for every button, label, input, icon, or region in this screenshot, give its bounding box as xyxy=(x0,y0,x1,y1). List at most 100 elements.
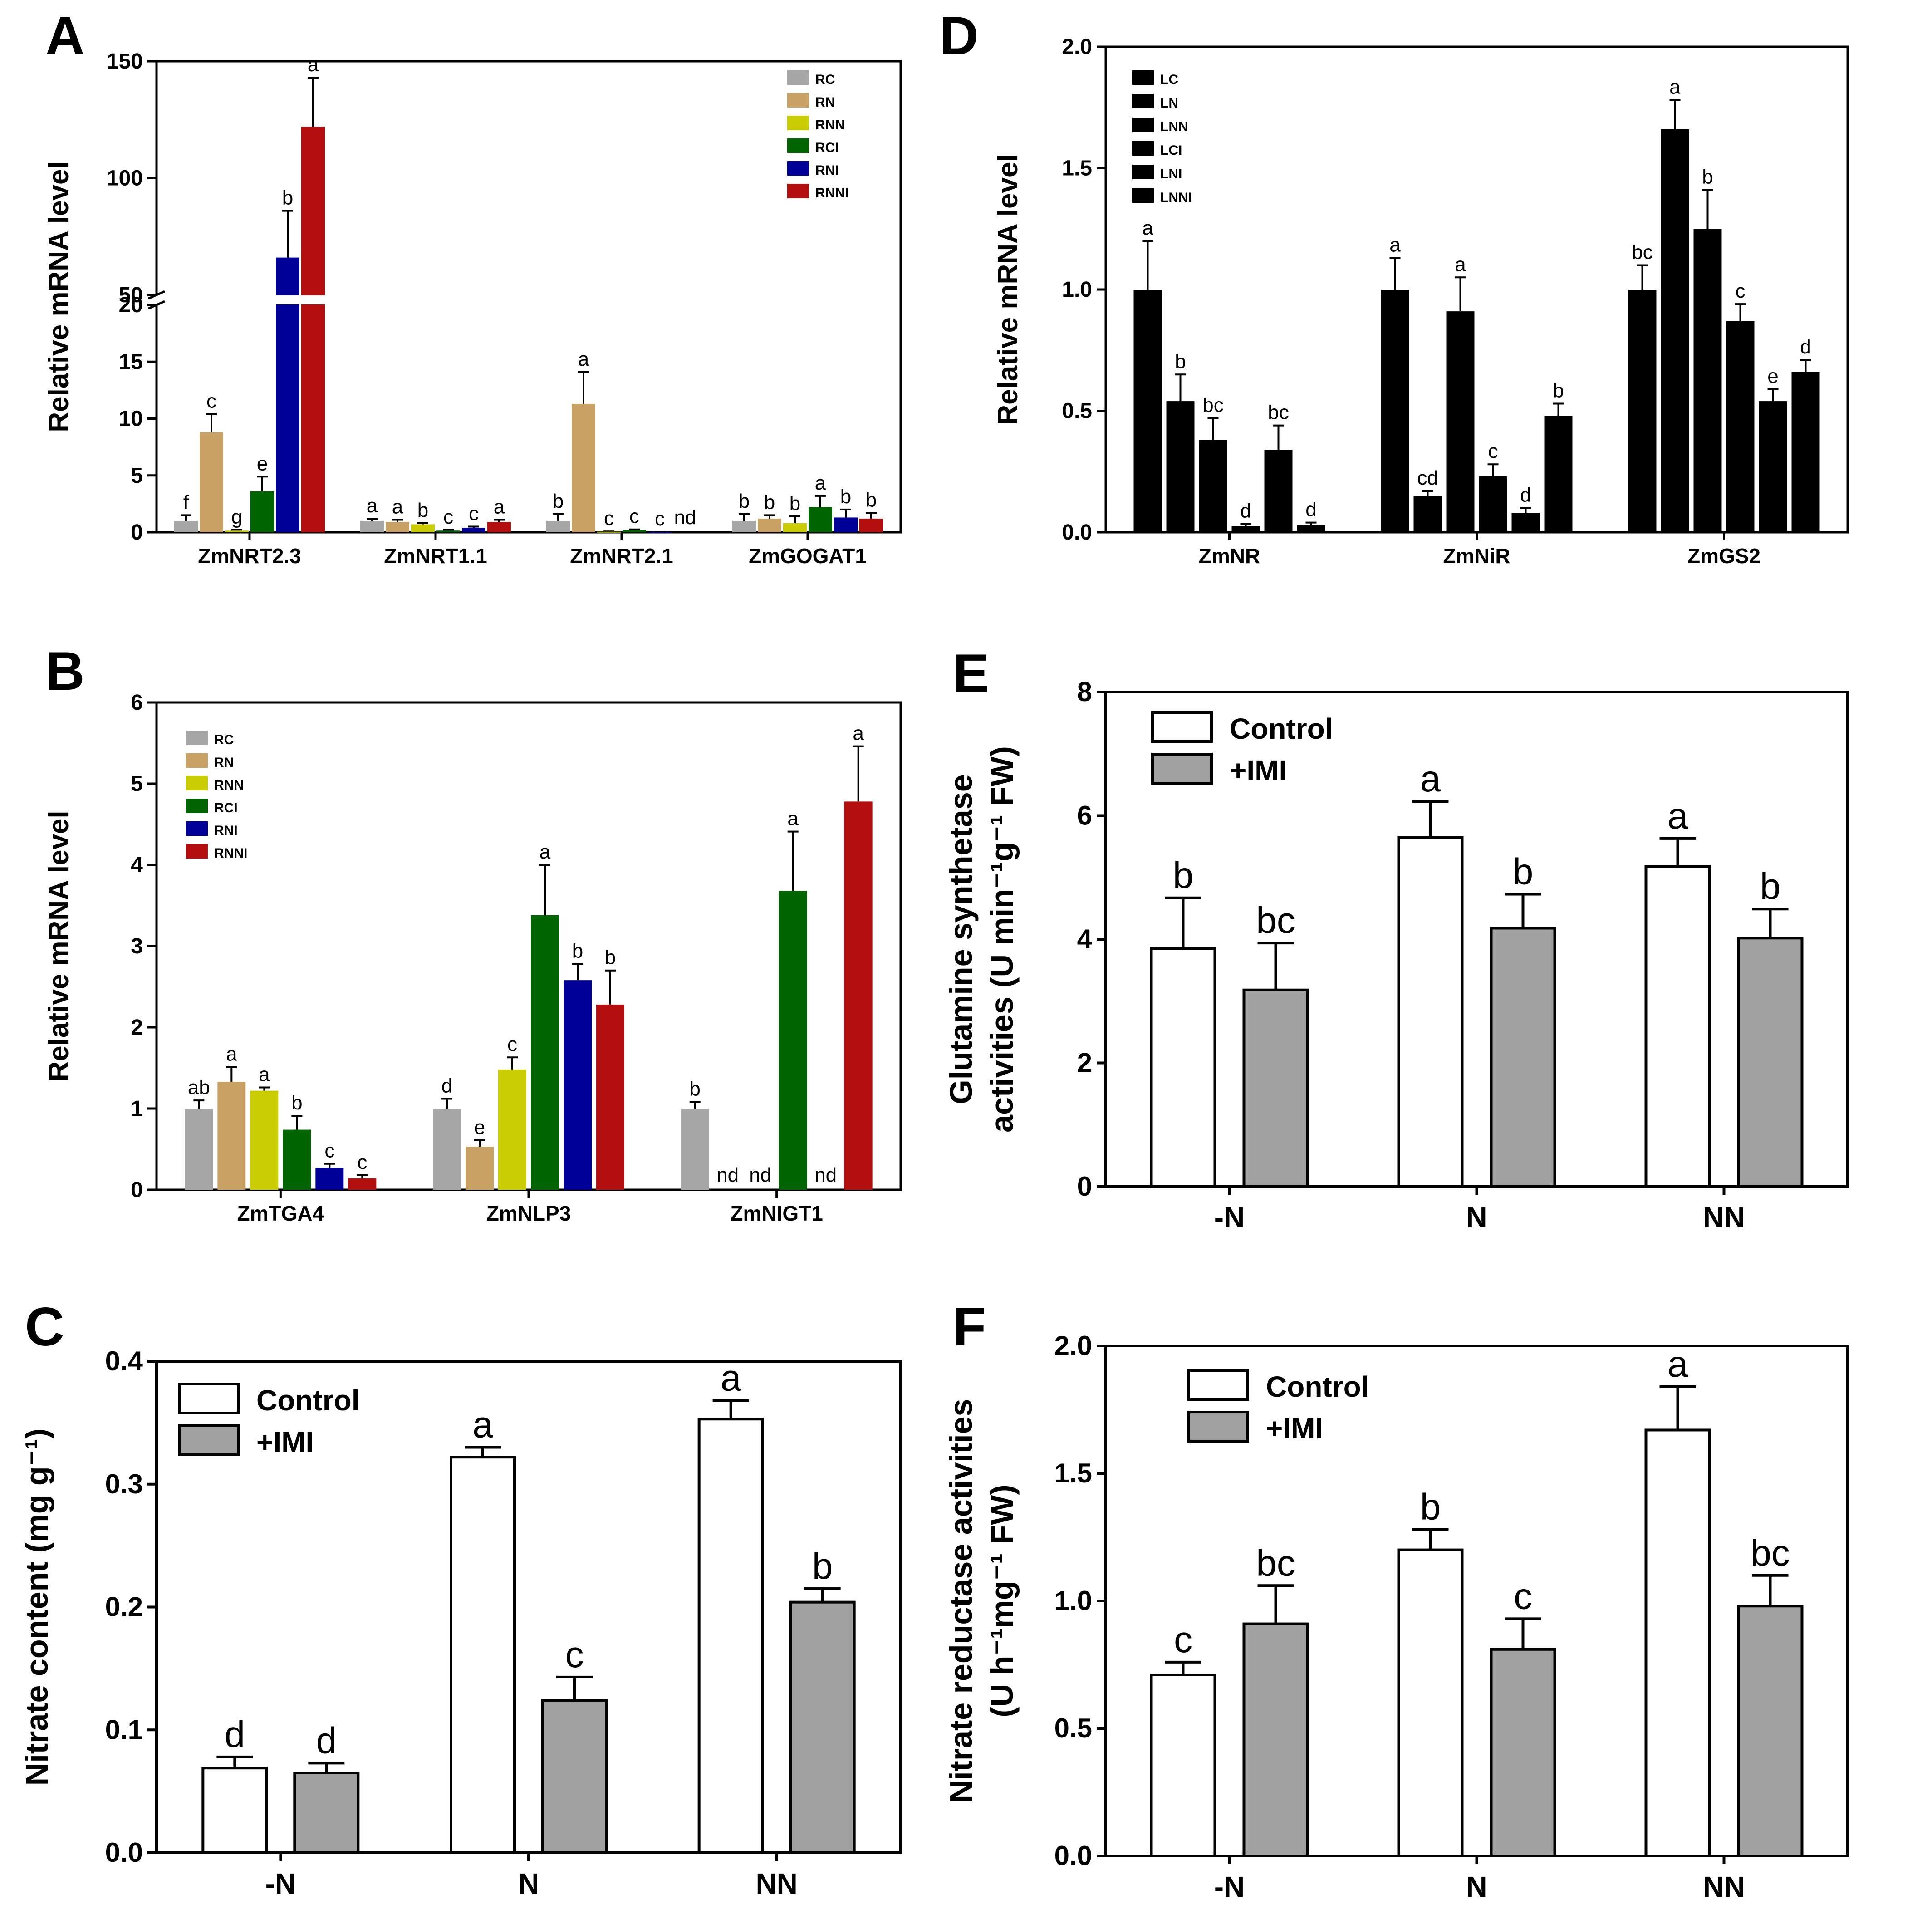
significance-letter: d xyxy=(1520,484,1531,506)
y-tick-label: 0.0 xyxy=(1062,520,1092,545)
y-tick-label: 2 xyxy=(131,1016,143,1040)
legend-label-RNI: RNI xyxy=(815,163,839,178)
bar-RC-ZmNRT1.1 xyxy=(360,520,384,532)
legend-label-LNI: LNI xyxy=(1160,167,1182,182)
bar-RCI-ZmNRT2.1 xyxy=(623,530,646,532)
legend-swatch-Control xyxy=(1151,711,1213,743)
bar-LNI-ZmNiR xyxy=(1511,513,1540,532)
significance-letter: b xyxy=(1173,855,1194,896)
bar-RCI-ZmNLP3 xyxy=(531,915,559,1190)
y-axis-label-line2: (U h⁻¹mg⁻¹ FW) xyxy=(984,1484,1020,1717)
bar-LN-ZmGS2 xyxy=(1661,129,1689,532)
y-tick-label: 0.1 xyxy=(105,1714,143,1745)
bar-+IMI-NN xyxy=(1737,937,1804,1188)
bar-RCI-ZmTGA4 xyxy=(283,1129,311,1190)
y-tick-label: 1.0 xyxy=(1062,278,1092,302)
y-tick-label: 2.0 xyxy=(1062,35,1092,59)
bar-RN-ZmGOGAT1 xyxy=(758,518,781,532)
bar-RN-ZmNRT2.3 xyxy=(200,432,223,532)
significance-letter: bc xyxy=(1202,394,1223,417)
y-tick-label: 0.5 xyxy=(1054,1713,1092,1743)
significance-letter: a xyxy=(494,496,505,518)
significance-letter: b xyxy=(1760,866,1781,907)
bar-LNNI-ZmNiR xyxy=(1544,416,1573,532)
not-detected-label: nd xyxy=(749,1164,771,1186)
x-category-label: ZmNRT2.1 xyxy=(570,544,673,568)
x-category-label: ZmNRT2.3 xyxy=(198,544,301,568)
significance-letter: b xyxy=(1420,1487,1441,1528)
legend-swatch-RCI xyxy=(787,138,809,153)
legend-swatch-+IMI xyxy=(178,1424,240,1456)
bar-RCI-ZmGOGAT1 xyxy=(809,507,832,532)
bar-Control-N xyxy=(1397,836,1464,1188)
bar-LN-ZmNR xyxy=(1166,401,1195,532)
y-axis-label: Nitrate content (mg g⁻¹) xyxy=(19,1428,54,1786)
y-tick-label: 0.3 xyxy=(105,1469,143,1499)
significance-letter: a xyxy=(1142,217,1153,239)
legend-swatch-Control xyxy=(178,1383,240,1414)
significance-letter: b xyxy=(689,1078,700,1100)
legend-label-LNN: LNN xyxy=(1160,119,1188,134)
bar-RN-ZmNRT2.1 xyxy=(572,403,595,532)
significance-letter: c xyxy=(507,1033,517,1055)
y-tick-label: 1.5 xyxy=(1054,1458,1092,1488)
legend-label-RNN: RNN xyxy=(214,778,244,793)
bar-LNNI-ZmGS2 xyxy=(1791,372,1820,532)
bar-LC-ZmGS2 xyxy=(1628,290,1657,532)
y-tick-label: 0.2 xyxy=(105,1592,143,1622)
legend-label-+IMI: +IMI xyxy=(256,1426,314,1458)
legend-swatch-LNNI xyxy=(1132,188,1154,203)
bar-LNNI-ZmNR xyxy=(1297,525,1325,532)
bar-RNNI-ZmNIGT1 xyxy=(844,801,873,1190)
y-tick-label: 20 xyxy=(119,293,143,317)
significance-letter: d xyxy=(1240,500,1251,522)
significance-letter: c xyxy=(443,506,453,528)
legend-swatch-LCI xyxy=(1132,141,1154,156)
x-category-label: -N xyxy=(265,1867,296,1900)
bar-+IMI-N xyxy=(541,1699,608,1855)
bar-Control-N xyxy=(1397,1548,1464,1858)
significance-letter: a xyxy=(392,496,403,518)
significance-letter: bc xyxy=(1751,1532,1790,1574)
bar-Control-N xyxy=(450,1456,516,1855)
bar-Control--N xyxy=(1150,1673,1216,1857)
bar-+IMI-NN xyxy=(789,1600,856,1854)
y-tick-label: 4 xyxy=(131,853,143,877)
bar-LC-ZmNiR xyxy=(1381,290,1409,532)
significance-letter: a xyxy=(1420,758,1441,800)
bar-RNNI-ZmTGA4 xyxy=(348,1178,377,1190)
bar-+IMI--N xyxy=(1242,988,1309,1188)
significance-letter: bc xyxy=(1256,1542,1295,1584)
bar-LNN-ZmNR xyxy=(1199,440,1227,532)
significance-letter: b xyxy=(840,486,851,508)
panel-F: 0.0 0.5 1.0 1.5 2.0 Nitrate reductase activit… xyxy=(943,1330,1849,1903)
panel-label-B: B xyxy=(45,641,85,702)
bar-RC-ZmNRT2.3 xyxy=(174,520,198,532)
significance-letter: e xyxy=(1767,365,1778,387)
bar-Control-NN xyxy=(1644,865,1711,1188)
panel-label-D: D xyxy=(939,5,979,66)
x-category-label: ZmNLP3 xyxy=(486,1202,571,1225)
significance-letter: c xyxy=(324,1140,334,1162)
bar-+IMI-N xyxy=(1490,927,1556,1188)
y-tick-label: 0.4 xyxy=(105,1346,143,1376)
significance-letter: b xyxy=(1175,350,1186,373)
legend-label-Control: Control xyxy=(1230,712,1333,745)
significance-letter: bc xyxy=(1268,402,1289,424)
x-category-label: NN xyxy=(755,1867,797,1900)
significance-letter: g xyxy=(231,506,242,528)
significance-letter: a xyxy=(578,348,589,370)
legend-swatch-RNN xyxy=(787,116,809,130)
significance-letter: d xyxy=(1800,336,1811,358)
panel-label-E: E xyxy=(953,643,989,704)
legend-swatch-+IMI xyxy=(1187,1411,1249,1443)
legend-label-Control: Control xyxy=(256,1384,360,1417)
legend-label-+IMI: +IMI xyxy=(1230,754,1287,787)
legend-swatch-RNNI xyxy=(186,844,208,859)
panel-E: 0 2 4 6 8 Glutamine synthetase activities (U m… xyxy=(943,677,1849,1234)
bar-LCI-ZmGS2 xyxy=(1726,321,1755,532)
legend-swatch-LNI xyxy=(1132,165,1154,179)
not-detected-label: nd xyxy=(716,1164,739,1186)
